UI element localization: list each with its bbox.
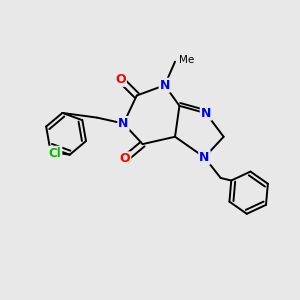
Text: Cl: Cl <box>49 147 62 160</box>
Text: N: N <box>118 117 129 130</box>
Text: O: O <box>120 152 130 165</box>
Text: N: N <box>160 79 170 92</box>
Text: O: O <box>115 73 126 86</box>
Text: Me: Me <box>178 55 194 65</box>
Text: N: N <box>201 107 211 120</box>
Text: N: N <box>199 151 210 164</box>
